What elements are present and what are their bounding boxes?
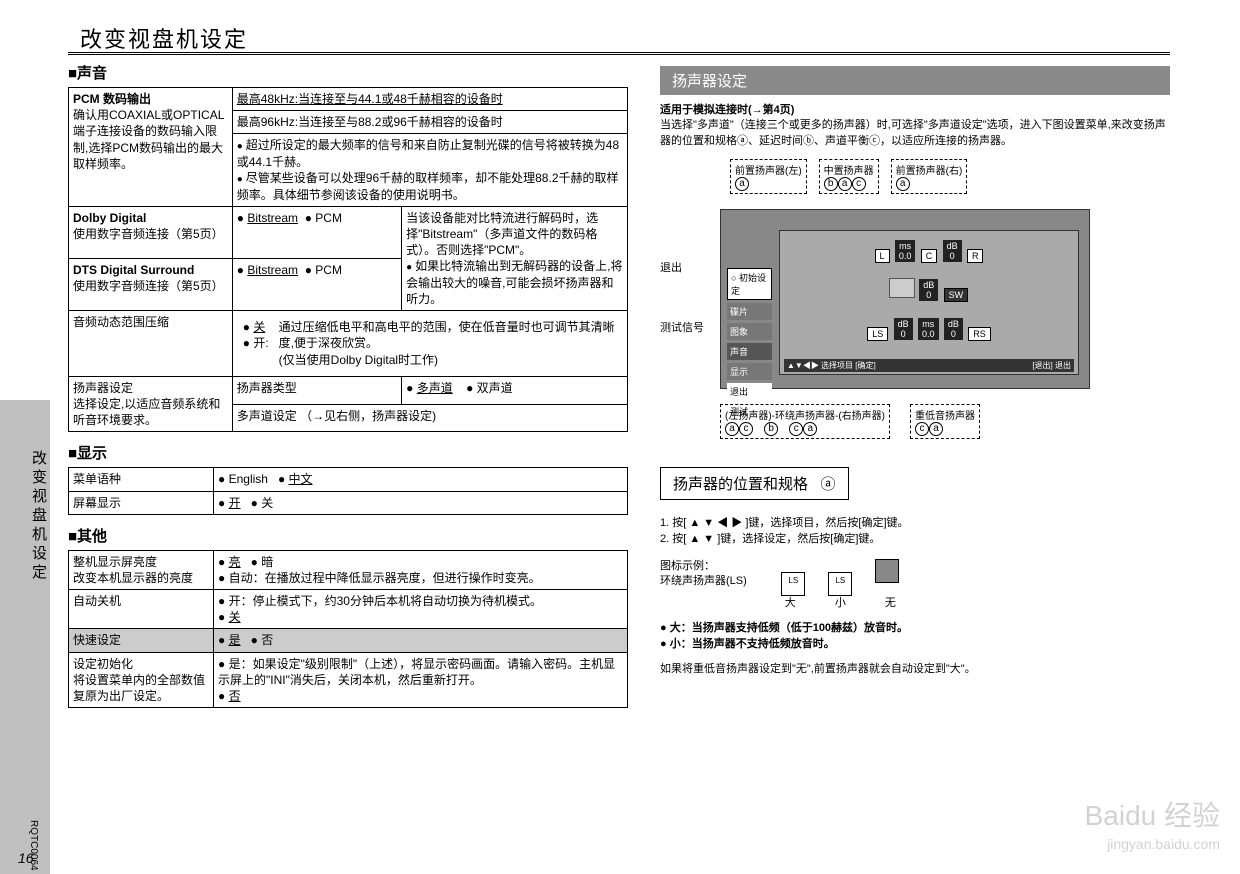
step1: 1. 按[ ▲ ▼ ◀ ▶ ]键，选择项目，然后按[确定]键。 [660,516,1170,531]
sp-sm: LS [828,572,852,596]
spk-d: 选择设定,以适应音频系统和听音环境要求。 [73,397,220,427]
bright-dk: 暗 [261,555,273,569]
auto-h: 自动关机 [69,590,214,629]
watermark: Baidu 经验 [1085,794,1220,834]
pcm-h: PCM 数码输出 [73,92,151,106]
pos-box: 扬声器的位置和规格 ⓐ [660,467,849,500]
lang-en: English [229,472,268,486]
bright-b: 亮 [229,555,241,569]
big-n: 大：当扬声器支持低频（低于100赫兹）放音时。 [670,622,908,634]
dd-pcm: PCM [315,211,342,225]
icon-d: 环绕声扬声器(LS) [660,574,747,589]
lang-zh: 中文 [289,472,313,486]
pcm-n1: 超过所设定的最大频率的信号和来自防止复制光碟的信号将被转换为48或44.1千赫。 [237,138,619,169]
icon-h: 图标示例： [660,559,747,574]
dyn-h: 音频动态范围压缩 [69,311,233,377]
spk-note: 多声道设定 （→见右侧，扬声器设定) [232,404,627,432]
pcm-n2: 尽管某些设备可以处理96千赫的取样频率，却不能处理88.2千赫的取样频率。具体细… [237,171,619,202]
dts-bit: Bitstream [247,263,298,277]
sidebar-vtext: 改变视盘机设定 [28,450,49,583]
pcm-48: 最高48kHz:当连接至与44.1或48千赫相容的设备时 [237,92,503,106]
test-label: 测试信号 [660,319,704,335]
dyn-d: 通过压缩低电平和高电平的范围，使在低音量时也可调节其清晰度,便于深夜欣赏。 [279,320,615,350]
dyn-on: 开: [253,336,268,350]
sp-lg: LS [781,572,805,596]
page-title: 改变视盘机设定 [80,22,248,54]
spk-bar: 扬声器设定 [660,66,1170,95]
dd-h: Dolby Digital [73,211,146,225]
init-h: 设定初始化 [73,657,133,671]
title-rule [68,52,1170,55]
dd-side: 当该设备能对比特流进行解码时，选择"Bitstream"（多声道文件的数码格式）… [406,211,598,257]
spk-two: 双声道 [477,381,513,395]
pcm-d: 确认用COAXIAL或OPTICAL端子连接设备的数码输入限制,选择PCM数码输… [73,108,224,171]
spk-h: 扬声器设定 [73,381,133,395]
bright-d: 改变本机显示器的亮度 [73,571,193,585]
display-table: 菜单语种 ● English ● 中文 屏幕显示 ● 开 ● 关 [68,467,628,514]
init-n: 否 [229,689,241,703]
watermark-url: jingyan.baidu.com [1107,836,1220,852]
init-y: 是：如果设定"级别限制"（上述），将显示密码画面。请输入密码。主机显示屏上的"I… [218,657,615,687]
page-number: 16 [18,850,34,866]
speaker-diagram: 前置扬声器(左)a 中置扬声器bac 前置扬声器(右)a 退出 测试信号 ○ 初… [660,159,1120,439]
scr-on: 开 [229,496,241,510]
sec-audio: ■声音 [68,62,628,83]
analog-p: 当选择"多声道"（连接三个或更多的扬声器）时,可选择"多声道设定"选项，进入下图… [660,119,1166,146]
dts-pcm: PCM [315,263,342,277]
pcm-96: 最高96kHz:当连接至与88.2或96千赫相容的设备时 [232,111,627,134]
dd-bit: Bitstream [247,211,298,225]
right-column: 扬声器设定 适用于模拟连接时(→第4页) 当选择"多声道"（连接三个或更多的扬声… [660,66,1170,678]
sp-none [875,559,899,583]
quick-n: 否 [261,633,273,647]
scr-off: 关 [261,496,273,510]
diagram-outer: ○ 初始设定 碟片 图象 声音 显示 退出 测试 L ms0.0 C dB0 R [720,209,1090,389]
auto-on: 开：停止模式下，约30分钟后本机将自动切换为待机模式。 [229,594,542,608]
left-column: ■声音 PCM 数码输出 确认用COAXIAL或OPTICAL端子连接设备的数码… [68,62,628,708]
exit-label: 退出 [660,259,682,275]
dd-side2: 如果比特流输出到无解码器的设备上,将会输出较大的噪音,可能会损坏扬声器和听力。 [406,259,622,306]
quick-y: 是 [229,633,241,647]
dd-d: 使用数字音频连接（第5页） [73,227,224,241]
spk-multi: 多声道 [417,381,453,395]
step2: 2. 按[ ▲ ▼ ]键，选择设定，然后按[确定]键。 [660,532,1170,547]
other-table: 整机显示屏亮度 改变本机显示器的亮度 ● 亮 ● 暗 ● 自动：在播放过程中降低… [68,550,628,709]
dts-d: 使用数字音频连接（第5页） [73,279,224,293]
dyn-d2: (仅当使用Dolby Digital时工作) [279,353,438,367]
bright-n: 自动：在播放过程中降低显示器亮度，但进行操作时变亮。 [229,571,541,585]
quick-h: 快速设定 [69,629,214,652]
init-d: 将设置菜单内的全部数值复原为出厂设定。 [73,673,205,703]
side-menu: ○ 初始设定 碟片 图象 声音 显示 退出 测试 [727,268,772,423]
scr-h: 屏幕显示 [69,491,214,514]
diagram-inner: L ms0.0 C dB0 R dB0 SW LS dB0 ms0.0 [779,230,1079,375]
spk-type: 扬声器类型 [232,376,401,404]
audio-table: PCM 数码输出 确认用COAXIAL或OPTICAL端子连接设备的数码输入限制… [68,87,628,432]
sec-display: ■显示 [68,442,628,463]
analog-h: 适用于模拟连接时(→第4页) [660,104,794,116]
auto-off: 关 [229,610,241,624]
final-n: 如果将重低音扬声器设定到"无",前置扬声器就会自动设定到"大"。 [660,662,1170,677]
sm-n: 小：当扬声器不支持低频放音时。 [670,638,835,650]
sec-other: ■其他 [68,525,628,546]
dyn-off: 关 [253,320,265,334]
bright-h: 整机显示屏亮度 [73,555,157,569]
dts-h: DTS Digital Surround [73,263,194,277]
lang-h: 菜单语种 [69,468,214,491]
